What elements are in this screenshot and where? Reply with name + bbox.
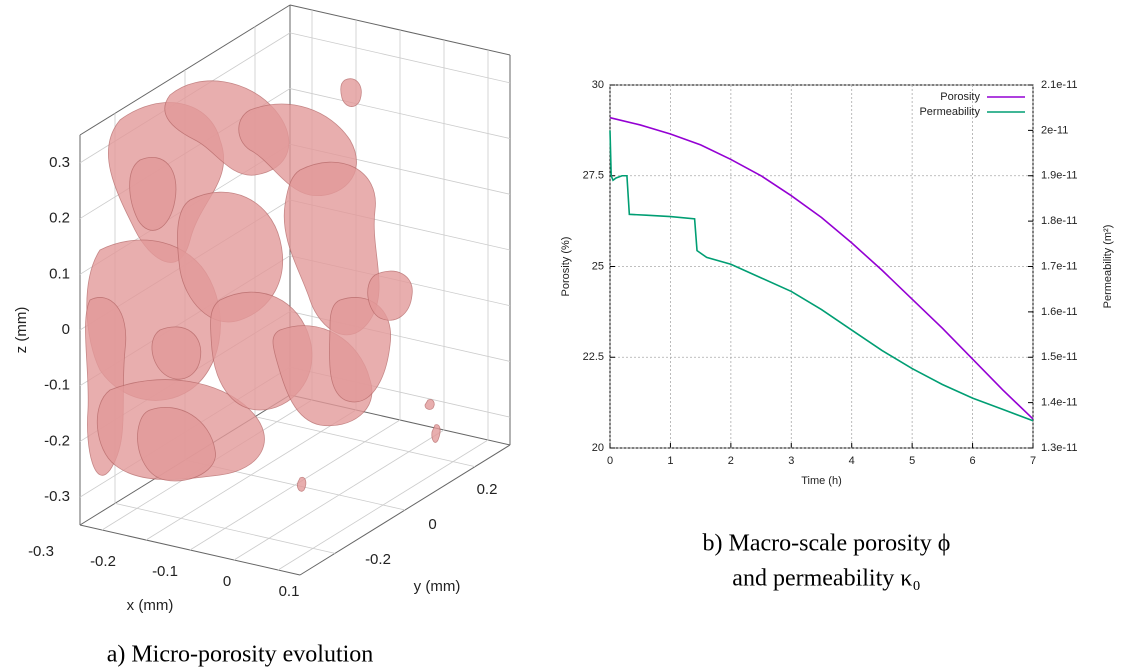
y-tick-label: 27.5 (583, 170, 604, 182)
x-tick-label: 5 (909, 455, 915, 467)
isosurface-blob (424, 399, 435, 410)
y-tick-label: 20 (592, 442, 604, 454)
x-tick-label: 1 (667, 455, 673, 467)
y-tick-label: 0.2 (477, 481, 498, 498)
isosurface-blob (137, 407, 216, 482)
isosurface-blob (129, 157, 177, 231)
isosurface-blob (340, 78, 362, 107)
x-tick-label: 4 (849, 455, 855, 467)
z-tick-label: -0.1 (44, 377, 70, 394)
y-tick-label: 30 (592, 79, 604, 91)
y-tick-label: 0 (428, 516, 436, 533)
x-tick-label: -0.1 (152, 563, 178, 580)
z-tick-label: 0.1 (49, 265, 70, 282)
z-tick-label: 0.3 (49, 154, 70, 171)
y2-tick-label: 1.6e-11 (1041, 306, 1078, 318)
isosurface (85, 78, 441, 492)
series-line (609, 116, 1034, 420)
y2-tick-label: 1.5e-11 (1041, 351, 1078, 363)
x-tick-label: 6 (970, 455, 976, 467)
isosurface-blob (367, 270, 413, 321)
caption: and permeability κ₀ (732, 566, 920, 592)
series-line (609, 130, 1034, 422)
caption: b) Macro-scale porosity ϕ (703, 531, 951, 557)
y-axis-label: y (mm) (414, 578, 461, 595)
y2-tick-label: 1.7e-11 (1041, 260, 1078, 272)
isosurface-blob (151, 326, 202, 380)
y2-tick-label: 2e-11 (1041, 124, 1068, 136)
y-tick-label: 22.5 (583, 351, 604, 363)
y-tick-label: -0.2 (365, 551, 391, 568)
grid-line (114, 502, 336, 554)
z-tick-label: 0 (62, 321, 70, 338)
x-tick-label: 2 (728, 455, 734, 467)
x-tick-label: -0.3 (28, 543, 54, 560)
x-tick-label: 7 (1030, 455, 1036, 467)
legend-label: Porosity (940, 91, 980, 103)
x-tick-label: 0 (223, 573, 231, 590)
z-tick-label: -0.2 (44, 432, 70, 449)
x-axis-label: Time (h) (801, 475, 842, 487)
z-axis-label: z (mm) (13, 307, 30, 354)
isosurface-blob (431, 424, 441, 443)
legend-label: Permeability (919, 106, 980, 118)
x-axis-label: x (mm) (127, 597, 174, 614)
y2-tick-label: 1.8e-11 (1041, 215, 1078, 227)
y-axis-label: Porosity (%) (560, 237, 572, 297)
plot-frame (609, 84, 1034, 449)
line-chart: 0 1 2 3 4 5 6 7 20 22.5 25 27.5 30 1.3e-11 1.4e-11 1.5e… (560, 79, 1114, 487)
x-tick-label: -0.2 (90, 553, 116, 570)
x-tick-label: 0.1 (279, 583, 300, 600)
y-tick-label: 25 (592, 260, 604, 272)
y2-tick-label: 1.9e-11 (1041, 170, 1078, 182)
x-tick-label: 3 (788, 455, 794, 467)
y2-tick-label: 2.1e-11 (1041, 79, 1078, 91)
caption: a) Micro-porosity evolution (107, 642, 374, 668)
z-tick-label: -0.3 (44, 488, 70, 505)
y2-axis-label: Permeability (m²) (1102, 225, 1114, 309)
x-tick-label: 0 (607, 455, 613, 467)
isosurface-blob (297, 476, 307, 492)
z-tick-label: 0.2 (49, 210, 70, 227)
y2-tick-label: 1.4e-11 (1041, 397, 1078, 409)
grid-line (254, 416, 476, 468)
y2-tick-label: 1.3e-11 (1041, 442, 1078, 454)
